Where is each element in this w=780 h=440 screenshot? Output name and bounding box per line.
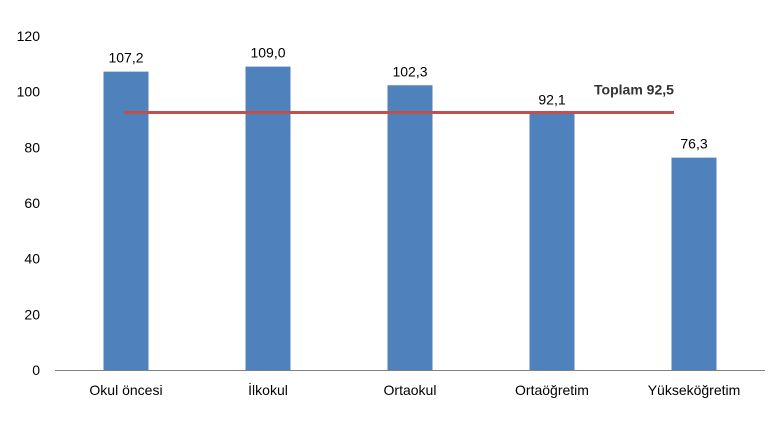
- bar-data-label: 107,2: [108, 50, 143, 66]
- bar-data-label: 102,3: [392, 63, 427, 79]
- x-axis-labels: Okul öncesi İlkokul Ortaokul Ortaöğretim Yük…: [89, 381, 740, 398]
- bar: [103, 71, 149, 371]
- y-tick-label: 0: [32, 362, 40, 378]
- category-label: Yükseköğretim: [648, 382, 741, 398]
- bar-data-label: 76,3: [680, 136, 707, 152]
- y-tick-label: 20: [24, 306, 40, 322]
- data-labels: 107,2 109,0 102,3 92,1 76,3: [108, 45, 707, 152]
- y-tick-label: 40: [24, 251, 40, 267]
- y-tick-label: 120: [17, 28, 41, 44]
- category-label: Ortaokul: [384, 382, 437, 398]
- category-label: Okul öncesi: [89, 382, 162, 398]
- category-label: İlkokul: [248, 381, 288, 398]
- bar-data-label: 92,1: [538, 92, 565, 108]
- bar: [529, 113, 575, 370]
- y-tick-label: 60: [24, 195, 40, 211]
- bar: [387, 85, 433, 370]
- bars: [103, 66, 717, 371]
- bar: [245, 66, 291, 370]
- y-axis-ticks: 0 20 40 60 80 100 120: [17, 28, 41, 378]
- y-tick-label: 80: [24, 139, 40, 155]
- y-tick-label: 100: [17, 84, 41, 100]
- category-label: Ortaöğretim: [515, 382, 589, 398]
- reference-line-label: Toplam 92,5: [594, 82, 674, 98]
- bar: [671, 157, 717, 370]
- bar-data-label: 109,0: [250, 45, 285, 61]
